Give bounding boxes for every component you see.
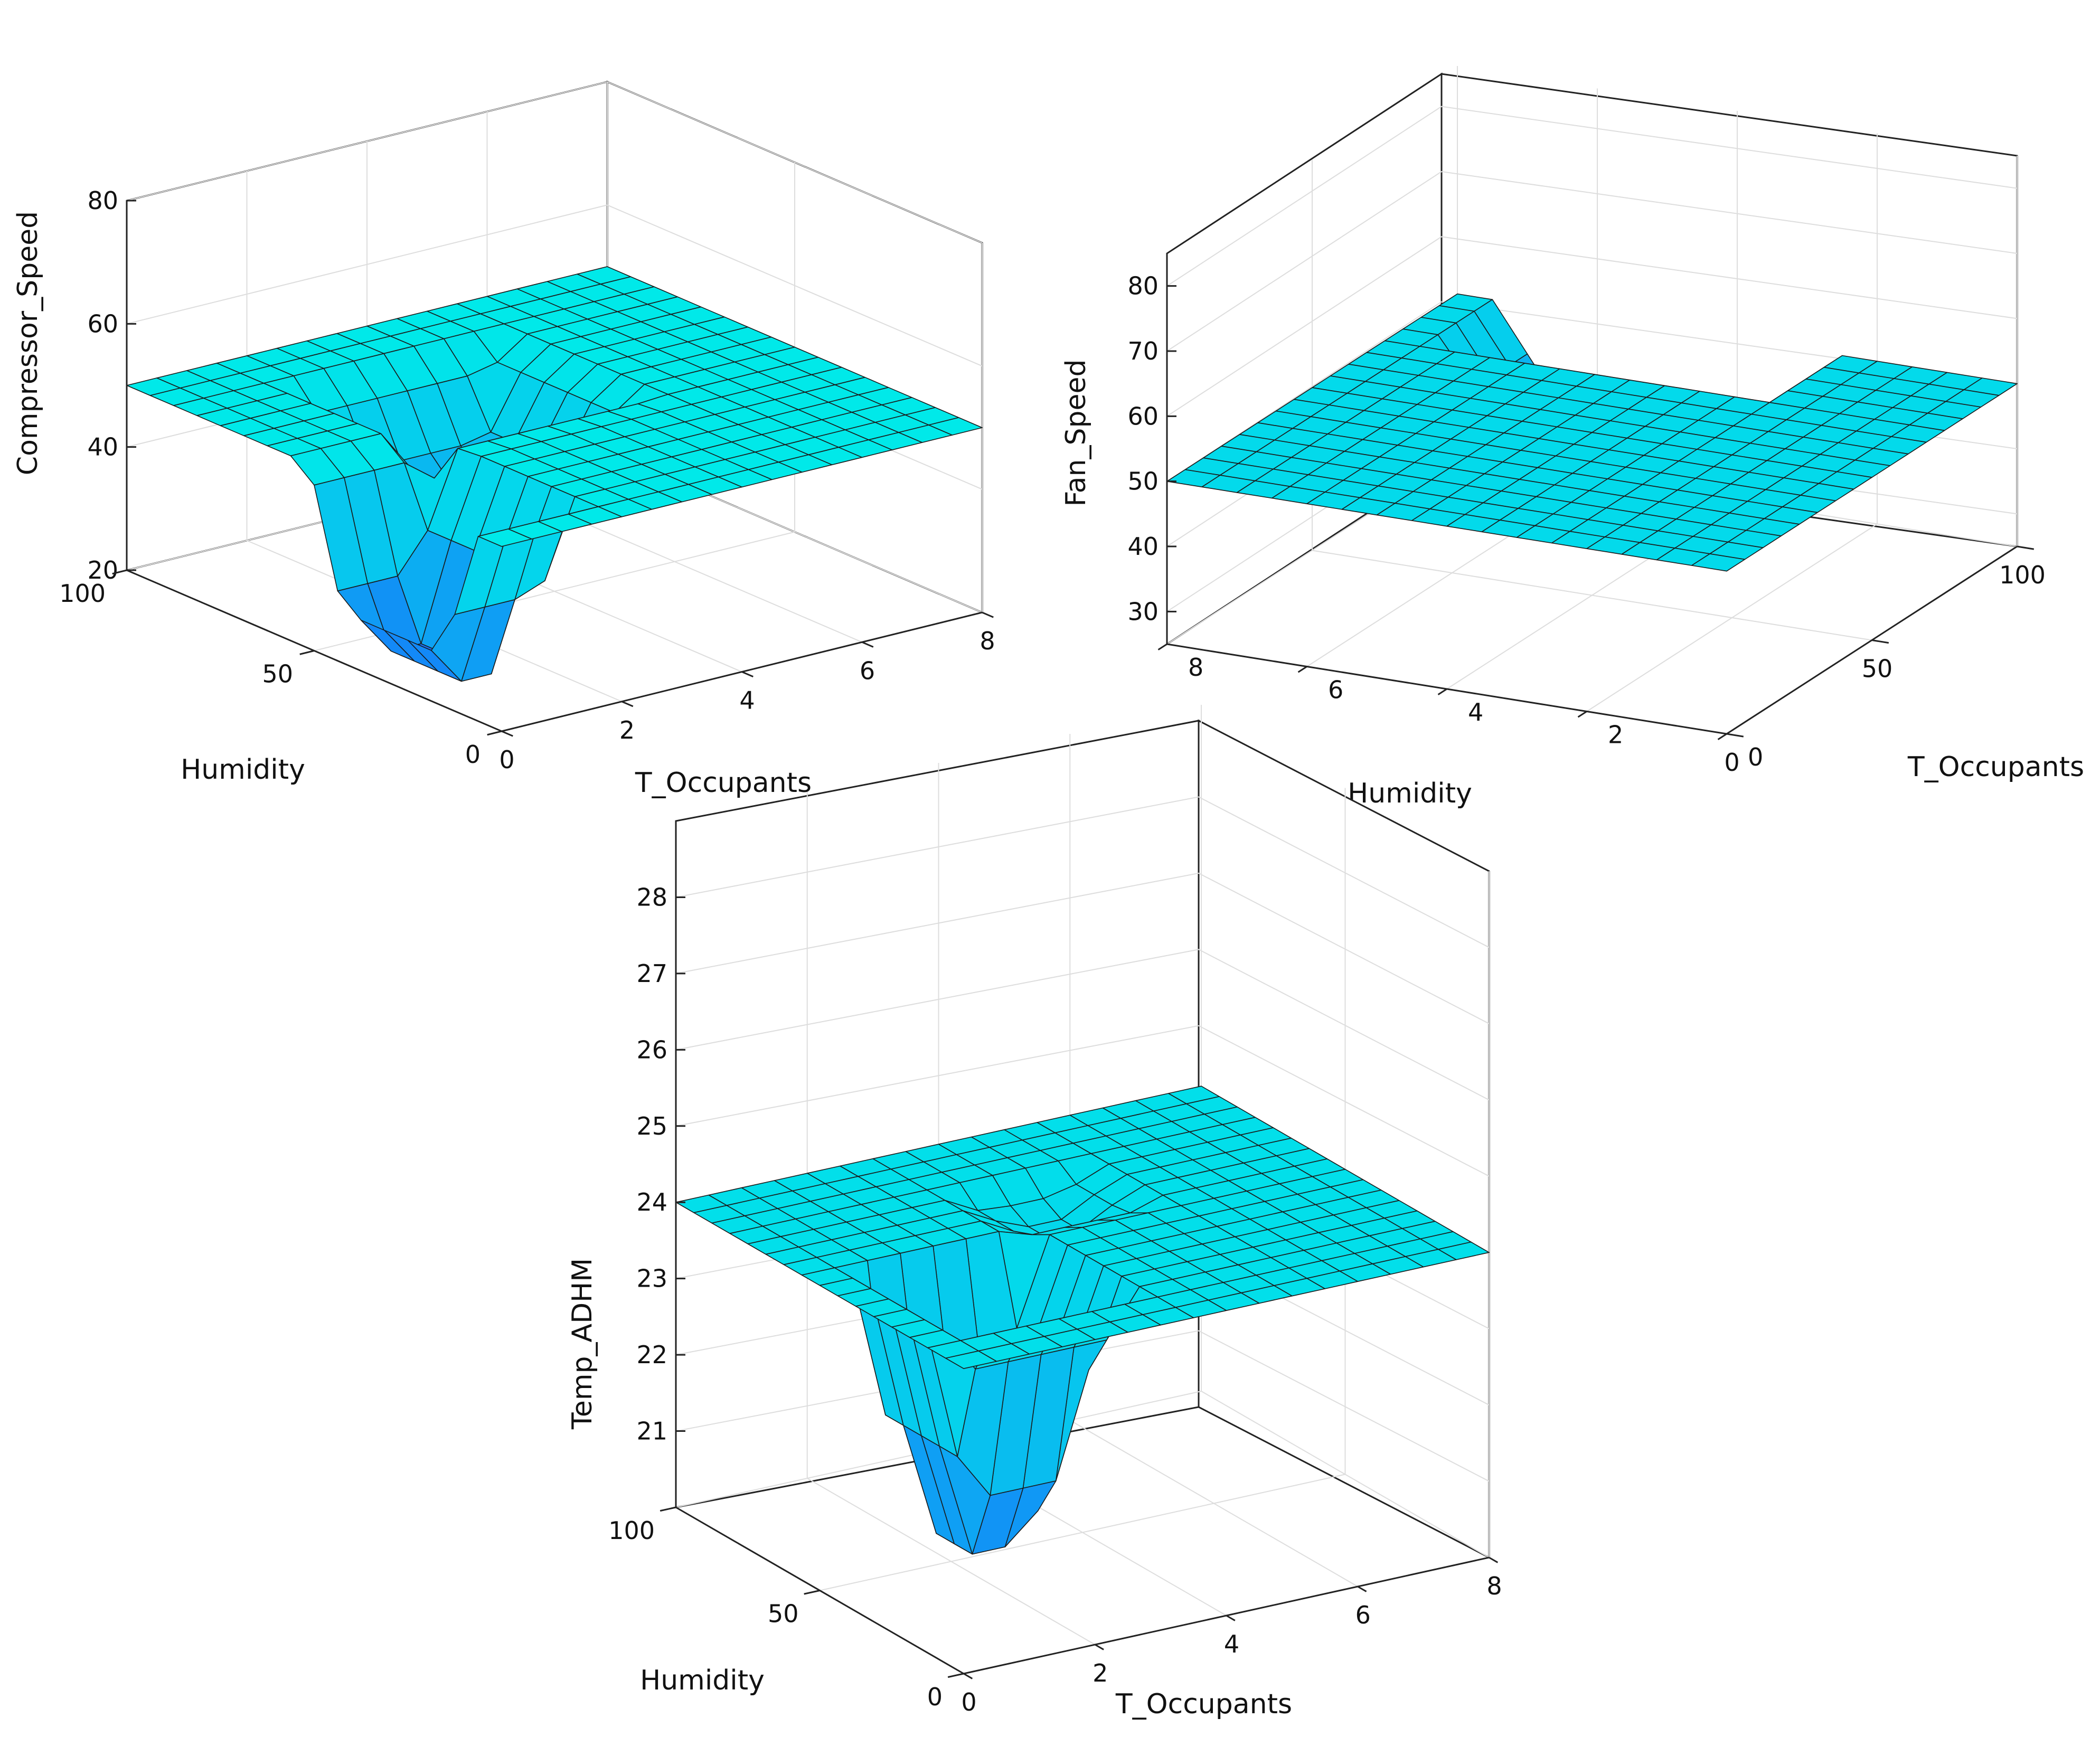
x-tick-mark (963, 1673, 973, 1679)
y-tick-label: 6 (1328, 676, 1343, 704)
surface-patch (1691, 553, 1746, 572)
x-axis-label: T_Occupants (635, 767, 812, 799)
y-tick-label: 100 (608, 1516, 655, 1545)
y-axis-label: Humidity (640, 1665, 765, 1696)
x-tick-label: 2 (619, 716, 635, 744)
axes: 30 40 50 60 70 80 0 50 100 0 2 4 6 8 (1127, 253, 2046, 777)
x-tick-label: 2 (1093, 1659, 1108, 1687)
x-tick-mark (861, 641, 874, 648)
x-tick-label: 4 (739, 686, 755, 715)
surface-mesh (126, 266, 983, 682)
y-tick-mark (804, 1590, 820, 1595)
z-grid-line (675, 1025, 1490, 1177)
y-tick-label: 50 (768, 1600, 799, 1628)
z-grid-line (1166, 301, 2018, 482)
surface-patch (945, 1350, 997, 1370)
surface-mesh (675, 1085, 1490, 1555)
y-tick-mark (1577, 711, 1587, 718)
z-axis-label: Compressor_Speed (12, 211, 44, 475)
z-grid-line (675, 949, 1490, 1101)
z-tick-label: 60 (1127, 402, 1159, 430)
z-tick-label: 22 (636, 1340, 667, 1369)
y-tick-mark (112, 569, 127, 575)
x-tick-mark (982, 611, 994, 618)
z-tick-label: 70 (1127, 337, 1159, 365)
x-tick-mark (1357, 1585, 1367, 1592)
y-tick-mark (947, 1673, 964, 1678)
fan-speed-surface-plot: 30 40 50 60 70 80 0 50 100 0 2 4 6 8 Fan_Speed Humidity… (1060, 66, 2084, 809)
x-tick-label: 50 (1862, 655, 1893, 683)
z-tick-label: 40 (87, 433, 118, 461)
z-grid-line (1166, 171, 2018, 352)
z-tick-label: 50 (1127, 467, 1159, 496)
z-tick-label: 28 (636, 883, 667, 911)
y-tick-label: 0 (465, 740, 481, 769)
z-grid-line (675, 872, 1490, 1024)
y-tick-mark (1717, 733, 1727, 740)
y-tick-label: 0 (927, 1683, 943, 1711)
x-tick-label: 0 (1724, 748, 1739, 777)
x-tick-mark (1489, 1556, 1499, 1563)
z-tick-label: 60 (87, 309, 118, 338)
surface-patch (477, 528, 532, 547)
z-grid-line (675, 796, 1490, 948)
y-tick-label: 0 (1748, 743, 1763, 771)
z-grid-line (1166, 106, 2018, 287)
z-axis-label: Fan_Speed (1060, 360, 1092, 507)
x-tick-mark (1871, 639, 1889, 644)
z-tick-label: 21 (636, 1417, 667, 1446)
compressor-speed-surface-plot: 2040608002468050100Compressor_SpeedT_Occ… (12, 80, 995, 799)
surface-mesh (1166, 293, 2018, 572)
y-tick-label: 8 (1188, 653, 1203, 682)
z-tick-label: 26 (636, 1035, 667, 1064)
y-tick-mark (487, 730, 502, 736)
x-tick-label: 4 (1224, 1630, 1239, 1658)
y-axis-label: Humidity (181, 754, 305, 786)
y-grid-line (820, 1474, 1345, 1591)
z-tick-label: 23 (636, 1264, 667, 1293)
x-axis-label: T_Occupants (1115, 1688, 1292, 1720)
x-tick-label: 0 (961, 1688, 976, 1716)
y-tick-mark (299, 650, 315, 655)
y-tick-label: 50 (262, 660, 293, 688)
z-axis-label: Temp_ADHM (567, 1258, 598, 1430)
x-tick-mark (621, 701, 634, 707)
x-axis-label: Humidity (1348, 778, 1472, 809)
x-tick-label: 100 (1999, 561, 2046, 589)
y-tick-label: 2 (1608, 721, 1623, 749)
z-tick-label: 80 (87, 186, 118, 215)
x-tick-mark (2017, 545, 2035, 550)
z-tick-label: 20 (87, 556, 118, 584)
y-tick-mark (660, 1506, 676, 1512)
x-tick-mark (741, 671, 754, 678)
x-tick-label: 6 (860, 656, 875, 685)
z-tick-label: 30 (1127, 597, 1159, 626)
y-tick-label: 100 (59, 579, 106, 608)
y-tick-mark (1437, 688, 1447, 695)
y-tick-mark (1297, 666, 1307, 673)
z-grid-line (675, 1330, 1490, 1482)
x-tick-label: 8 (1486, 1572, 1502, 1600)
y-grid-line (1586, 523, 1878, 712)
y-tick-label: 4 (1468, 698, 1483, 726)
x-tick-mark (1094, 1644, 1104, 1650)
x-tick-mark (1726, 733, 1744, 738)
z-tick-label: 27 (636, 959, 667, 988)
z-tick-label: 25 (636, 1112, 667, 1140)
x-tick-label: 6 (1355, 1601, 1371, 1629)
temp-adhm-surface-plot: 212223242526272802468050100Temp_ADHMT_Oc… (567, 705, 1502, 1720)
x-tick-mark (1226, 1615, 1236, 1621)
z-tick-label: 40 (1127, 532, 1159, 561)
z-grid-line (1166, 236, 2018, 417)
x-tick-label: 8 (980, 627, 995, 655)
z-tick-label: 80 (1127, 272, 1159, 300)
y-axis-label: T_Occupants (1907, 751, 2084, 783)
x-tick-label: 0 (499, 745, 514, 774)
x-tick-mark (501, 730, 513, 737)
y-tick-mark (1157, 643, 1167, 650)
z-tick-label: 24 (636, 1188, 667, 1216)
